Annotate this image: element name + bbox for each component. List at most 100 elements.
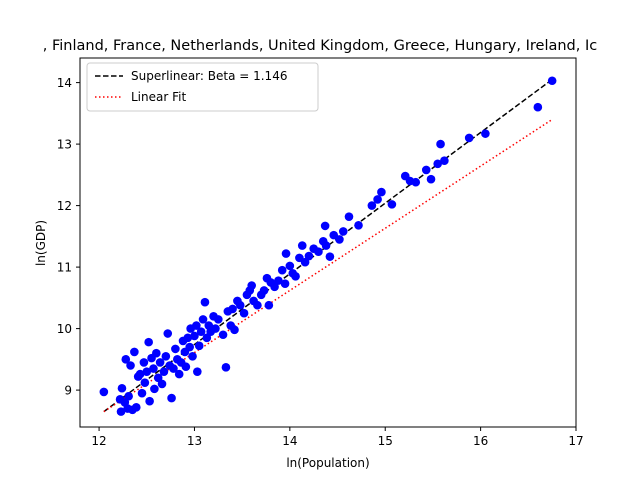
- plot-area: 12 13 14 15 16 17 9 10 11 12 13 14: [57, 57, 584, 448]
- data-point: [547, 76, 557, 86]
- data-point: [190, 331, 199, 341]
- data-point: [192, 321, 201, 330]
- data-point: [135, 369, 145, 379]
- data-point: [196, 327, 206, 336]
- data-point: [155, 358, 165, 367]
- data-point: [152, 348, 161, 358]
- data-point: [157, 379, 167, 389]
- data-point: [121, 355, 131, 364]
- data-point: [228, 304, 237, 314]
- x-tick-label: 15: [378, 434, 393, 448]
- data-point: [214, 315, 223, 324]
- data-point: [335, 235, 344, 244]
- data-point: [285, 261, 295, 271]
- data-point: [218, 330, 228, 340]
- data-point: [367, 201, 377, 210]
- data-point: [202, 333, 212, 343]
- y-tick-label: 14: [57, 76, 72, 90]
- data-point: [373, 195, 382, 204]
- data-point: [167, 393, 176, 403]
- data-point: [198, 315, 208, 324]
- y-tick-label: 9: [64, 384, 72, 398]
- data-point: [247, 281, 256, 290]
- data-point: [188, 351, 197, 361]
- chart-title: , Finland, France, Netherlands, United K…: [43, 38, 597, 54]
- legend-box: [86, 62, 319, 112]
- data-point: [139, 358, 149, 367]
- data-point: [481, 129, 490, 138]
- data-point: [130, 347, 139, 357]
- data-point: [221, 363, 231, 372]
- x-tick-label: 16: [473, 434, 488, 448]
- data-point: [124, 391, 133, 401]
- data-point: [163, 329, 173, 338]
- data-point: [280, 279, 290, 289]
- data-point: [264, 300, 274, 310]
- data-point: [116, 407, 126, 416]
- data-point: [300, 257, 310, 267]
- data-point: [169, 364, 178, 373]
- data-point: [291, 272, 300, 281]
- data-point: [137, 388, 147, 398]
- data-point: [464, 133, 474, 143]
- data-point: [325, 252, 335, 261]
- y-tick-label: 13: [57, 138, 72, 152]
- data-point: [200, 297, 210, 307]
- data-point: [99, 387, 109, 397]
- data-point: [150, 384, 159, 394]
- data-point: [270, 282, 279, 292]
- data-point: [235, 300, 245, 310]
- legend: Superlinear: Beta = 1.146 Linear Fit: [86, 62, 319, 112]
- data-point: [126, 361, 135, 370]
- data-point: [259, 286, 269, 295]
- data-point: [117, 383, 127, 393]
- data-point: [277, 265, 287, 275]
- data-point: [274, 276, 283, 285]
- data-points: [99, 76, 557, 416]
- data-point: [411, 177, 421, 187]
- data-point: [153, 373, 163, 383]
- data-point: [193, 367, 202, 376]
- data-point: [145, 396, 154, 406]
- x-tick-label: 14: [282, 434, 297, 448]
- data-point: [194, 341, 204, 351]
- data-point: [433, 159, 442, 169]
- data-point: [440, 156, 449, 166]
- data-point: [171, 344, 180, 354]
- data-point: [377, 187, 386, 197]
- data-point: [533, 102, 543, 112]
- data-point: [304, 251, 314, 261]
- y-axis-ticks: 9 10 11 12 13 14: [57, 76, 80, 398]
- data-point: [144, 337, 153, 347]
- x-tick-label: 13: [187, 434, 202, 448]
- legend-superlinear-label: Superlinear: Beta = 1.146: [131, 69, 287, 83]
- data-point: [344, 212, 354, 221]
- data-point: [230, 325, 239, 335]
- data-point: [185, 342, 194, 352]
- y-tick-label: 11: [57, 261, 72, 275]
- data-point: [354, 220, 363, 230]
- y-tick-label: 10: [57, 322, 72, 336]
- data-point: [239, 308, 249, 318]
- data-point: [321, 241, 331, 250]
- data-point: [159, 367, 169, 376]
- data-point: [149, 364, 158, 373]
- x-axis-label: ln(Population): [286, 456, 369, 470]
- data-point: [142, 367, 152, 376]
- data-point: [140, 378, 150, 388]
- data-point: [131, 403, 141, 412]
- axes-frame: [79, 57, 577, 428]
- y-axis-label: ln(GDP): [34, 220, 48, 266]
- data-point: [314, 247, 323, 257]
- data-point: [161, 351, 171, 361]
- data-point: [421, 165, 431, 175]
- data-point: [211, 324, 220, 333]
- data-point: [174, 369, 184, 379]
- data-point: [181, 362, 191, 372]
- data-point: [253, 300, 262, 310]
- data-point: [387, 200, 397, 209]
- y-tick-label: 12: [57, 199, 72, 213]
- data-point: [426, 174, 436, 184]
